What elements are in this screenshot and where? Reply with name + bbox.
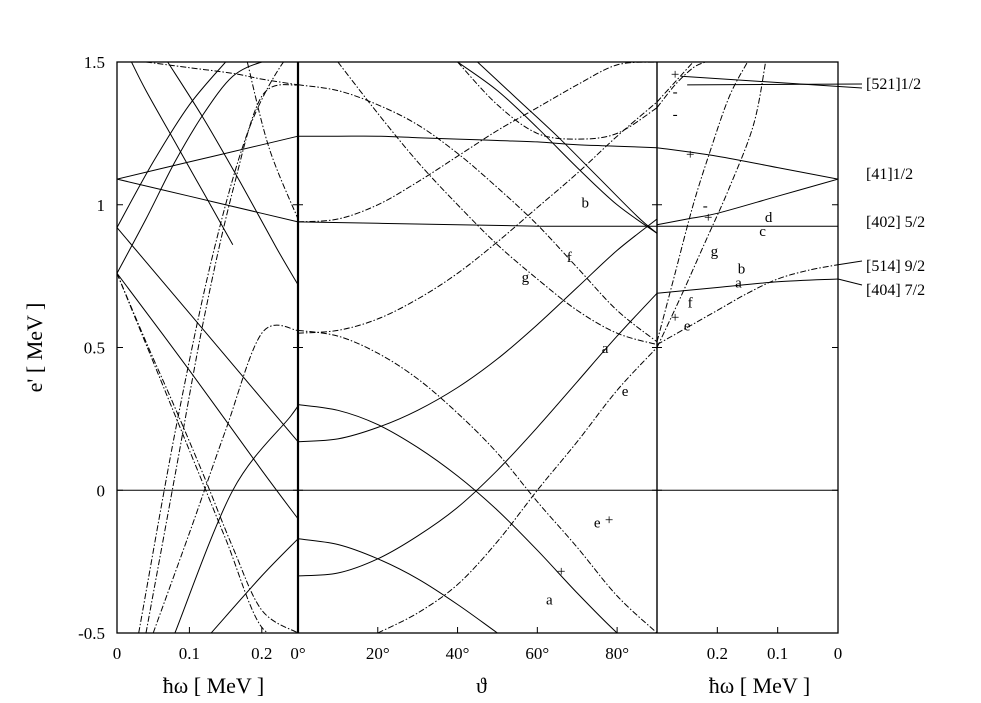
series-line-27: [117, 272, 299, 520]
series-line-13: [457, 62, 658, 234]
series-line-29: [210, 538, 299, 633]
x-axis-label-right: ħω [ MeV ]: [709, 673, 810, 698]
series-line-23: [656, 62, 694, 103]
series-line-6: [337, 62, 658, 346]
x-tick-label: 40°: [446, 644, 470, 663]
x-tick-label: 0.1: [767, 644, 788, 663]
panel-frames: [116, 61, 839, 634]
series-line-3: [297, 84, 658, 343]
signature-sign: +: [671, 310, 679, 326]
x-tick-label: 0: [113, 644, 122, 663]
signature-sign: +: [686, 147, 694, 163]
x-tick-label: 80°: [605, 644, 629, 663]
series-line-7: [297, 329, 658, 633]
x-axis-label-left: ħω [ MeV ]: [163, 673, 264, 698]
series-line-30: [131, 62, 234, 245]
x-tick-label: 60°: [525, 644, 549, 663]
series-line-26: [117, 227, 299, 443]
signature-sign: -: [703, 198, 708, 214]
series-line-28: [174, 404, 299, 633]
series-line-4: [297, 101, 658, 334]
orbital-label: [521]1/2: [866, 76, 921, 93]
level-letter: b: [581, 196, 589, 212]
level-letter: g: [522, 270, 530, 286]
y-tick-label: 1.5: [84, 53, 105, 72]
y-tick-label: 1: [97, 196, 106, 215]
series-line-1: [297, 221, 657, 227]
series-line-36: [145, 84, 299, 633]
y-tick-label: 0: [97, 481, 106, 500]
series-line-18: [656, 278, 838, 294]
plot-frame: [116, 61, 839, 634]
orbital-leader-line: [837, 278, 863, 286]
series-line-9: [297, 404, 618, 633]
series-line-40: [138, 62, 298, 633]
series-line-5: [457, 62, 658, 140]
x-tick-label: 0: [834, 644, 843, 663]
level-letter: b: [738, 261, 746, 277]
series-line-11: [297, 538, 499, 633]
level-letter: c: [759, 224, 766, 240]
orbital-label: [402] 5/2: [866, 214, 925, 231]
series-line-8: [297, 218, 658, 443]
level-letter: g: [711, 244, 719, 260]
orbital-label: [514] 9/2: [866, 258, 925, 275]
series-line-33: [167, 62, 299, 285]
series-line-0: [297, 135, 658, 149]
level-letter: a: [546, 592, 553, 608]
series-line-2: [297, 62, 658, 223]
orbital-leader-line: [837, 260, 863, 266]
x-tick-label: 20°: [366, 644, 390, 663]
series-line-31: [117, 62, 277, 274]
x-tick-label: 0.2: [251, 644, 272, 663]
series-line-22: [656, 62, 706, 109]
signature-sign: +: [605, 513, 613, 529]
series-line-19: [656, 264, 838, 346]
series-line-38: [117, 273, 299, 633]
orbital-label: [41]1/2: [866, 166, 913, 183]
ticks-layer: -0.5 0 0.5 1 1.5 0 0.1 0.2 0° 20° 40° 60° 80° 0.2 0.1 0: [78, 53, 842, 663]
level-letter: a: [735, 276, 742, 292]
y-tick-label: -0.5: [78, 624, 105, 643]
series-line-25: [117, 178, 299, 223]
signature-sign: +: [704, 210, 712, 226]
x-tick-label: 0.1: [179, 644, 200, 663]
curves-layer: [117, 62, 838, 633]
series-line-37: [145, 62, 299, 86]
y-axis-label: e' [ MeV ]: [22, 303, 47, 393]
x-tick-label: 0°: [290, 644, 305, 663]
series-line-39: [246, 62, 299, 220]
signature-sign: -: [673, 107, 678, 123]
signature-sign: -: [673, 84, 678, 100]
series-line-35: [152, 324, 299, 633]
series-line-10: [297, 292, 658, 577]
level-letter: e: [684, 318, 691, 334]
level-letter: a: [602, 341, 609, 357]
signature-sign: +: [557, 564, 565, 580]
level-letter: f: [567, 250, 572, 266]
y-tick-label: 0.5: [84, 339, 105, 358]
level-letter: e: [622, 384, 629, 400]
signature-sign: +: [671, 67, 679, 83]
series-line-24: [117, 135, 299, 180]
series-line-16: [656, 178, 838, 226]
series-line-32: [117, 62, 226, 228]
series-line-34: [117, 273, 299, 633]
orbital-label: [404] 7/2: [866, 282, 925, 299]
level-letter: d: [765, 210, 773, 226]
orbital-labels-layer: [521]1/2 [41]1/2 [402] 5/2 [514] 9/2 [404] 7…: [681, 75, 925, 299]
level-letter: e: [594, 515, 601, 531]
series-line-20: [656, 62, 748, 342]
orbital-leader-line: [687, 83, 863, 86]
series-line-21: [656, 62, 767, 348]
orbital-leader-line: [681, 75, 863, 89]
series-line-15: [656, 147, 838, 180]
x-tick-label: 0.2: [707, 644, 728, 663]
x-axis-label-middle: ϑ: [476, 673, 487, 698]
series-line-14: [477, 62, 658, 234]
series-line-12: [377, 347, 658, 633]
level-letter: f: [688, 296, 693, 312]
